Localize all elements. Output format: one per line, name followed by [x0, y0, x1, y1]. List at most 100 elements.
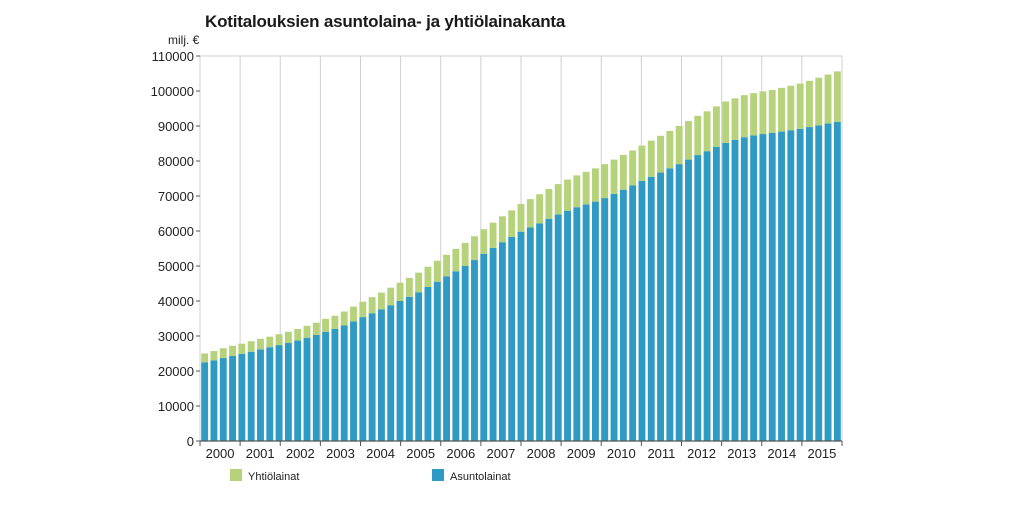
bar-asuntolainat	[461, 266, 469, 441]
bar-yhtiolainat	[480, 229, 488, 254]
bar-yhtiolainat	[312, 322, 320, 335]
y-tick-label: 0	[187, 434, 194, 449]
x-tick-label: 2015	[807, 446, 836, 461]
bar-asuntolainat	[517, 231, 525, 441]
x-tick-label: 2011	[647, 446, 675, 461]
bar-asuntolainat	[350, 321, 357, 441]
y-axis-unit-label: milj. €	[168, 33, 200, 47]
bar-yhtiolainat	[666, 130, 674, 169]
bar-yhtiolainat	[722, 101, 730, 143]
y-tick-label: 50000	[158, 259, 194, 274]
bar-yhtiolainat	[424, 266, 432, 287]
bar-asuntolainat	[722, 142, 730, 442]
bar-yhtiolainat	[619, 155, 627, 190]
bar-yhtiolainat	[759, 91, 767, 135]
bar-asuntolainat	[312, 334, 320, 441]
chart-title: Kotitalouksien asuntolaina- ja yhtiölain…	[205, 12, 566, 31]
bar-asuntolainat	[750, 135, 758, 441]
bar-asuntolainat	[210, 360, 218, 441]
bar-asuntolainat	[675, 164, 683, 441]
bar-yhtiolainat	[229, 345, 237, 356]
bar-yhtiolainat	[359, 301, 367, 318]
bar-asuntolainat	[601, 198, 609, 441]
bar-yhtiolainat	[545, 189, 553, 219]
x-tick-label: 2000	[206, 446, 235, 461]
bar-yhtiolainat	[833, 71, 841, 122]
bar-asuntolainat	[303, 337, 311, 441]
bar-asuntolainat	[629, 185, 637, 441]
x-tick-label: 2003	[326, 446, 355, 461]
bar-asuntolainat	[415, 292, 423, 441]
bar-yhtiolainat	[331, 315, 339, 329]
bar-asuntolainat	[452, 271, 460, 441]
x-tick-label: 2012	[687, 446, 716, 461]
bar-yhtiolainat	[675, 126, 683, 165]
bar-yhtiolainat	[805, 80, 813, 128]
bar-asuntolainat	[657, 172, 665, 442]
bar-asuntolainat	[787, 130, 795, 441]
bar-asuntolainat	[694, 155, 702, 442]
bar-asuntolainat	[759, 134, 767, 442]
bar-yhtiolainat	[517, 204, 525, 232]
x-tick-label: 2008	[527, 446, 556, 461]
bar-asuntolainat	[294, 340, 302, 441]
bar-yhtiolainat	[526, 199, 534, 228]
bar-asuntolainat	[229, 355, 237, 441]
bar-asuntolainat	[638, 180, 646, 441]
y-tick-label: 20000	[158, 364, 194, 379]
bar-asuntolainat	[508, 236, 516, 441]
bar-yhtiolainat	[796, 83, 804, 129]
bar-yhtiolainat	[657, 135, 665, 173]
bar-yhtiolainat	[508, 210, 516, 237]
y-tick-label: 10000	[158, 399, 194, 414]
bar-yhtiolainat	[461, 242, 469, 266]
bar-yhtiolainat	[201, 353, 209, 363]
bar-yhtiolainat	[591, 168, 599, 202]
bar-asuntolainat	[545, 218, 553, 441]
bar-yhtiolainat	[731, 98, 739, 140]
bar-yhtiolainat	[247, 341, 255, 352]
bar-asuntolainat	[685, 159, 692, 441]
bar-yhtiolainat	[322, 318, 330, 332]
bar-yhtiolainat	[303, 325, 311, 338]
bar-asuntolainat	[377, 309, 385, 441]
bar-yhtiolainat	[257, 338, 264, 350]
bar-yhtiolainat	[284, 331, 292, 343]
bar-yhtiolainat	[778, 87, 785, 132]
bar-asuntolainat	[647, 176, 655, 441]
bar-yhtiolainat	[638, 145, 646, 181]
bar-yhtiolainat	[750, 93, 758, 136]
x-tick-label: 2014	[767, 446, 796, 461]
bar-asuntolainat	[238, 353, 246, 441]
legend-label: Yhtiölainat	[248, 471, 299, 483]
bar-asuntolainat	[610, 193, 618, 441]
y-tick-label: 30000	[158, 329, 194, 344]
legend-label: Asuntolainat	[450, 471, 511, 483]
bar-yhtiolainat	[685, 121, 692, 160]
bar-yhtiolainat	[396, 282, 404, 301]
bar-yhtiolainat	[703, 111, 711, 152]
bar-yhtiolainat	[582, 171, 590, 205]
bar-asuntolainat	[824, 123, 832, 442]
bar-asuntolainat	[396, 301, 404, 441]
bar-asuntolainat	[582, 204, 590, 441]
bar-asuntolainat	[740, 137, 748, 441]
bar-asuntolainat	[443, 276, 451, 441]
bar-asuntolainat	[619, 189, 627, 441]
x-tick-label: 2002	[286, 446, 315, 461]
bar-yhtiolainat	[443, 254, 451, 277]
bar-asuntolainat	[284, 343, 292, 441]
y-tick-label: 70000	[158, 189, 194, 204]
y-tick-label: 60000	[158, 224, 194, 239]
bar-yhtiolainat	[824, 74, 832, 124]
bar-yhtiolainat	[610, 159, 618, 194]
bar-asuntolainat	[703, 151, 711, 441]
x-tick-label: 2009	[567, 446, 596, 461]
y-tick-label: 100000	[151, 84, 194, 99]
bar-asuntolainat	[796, 128, 804, 442]
bar-asuntolainat	[489, 247, 497, 441]
bar-yhtiolainat	[433, 260, 441, 282]
bar-yhtiolainat	[554, 184, 562, 215]
